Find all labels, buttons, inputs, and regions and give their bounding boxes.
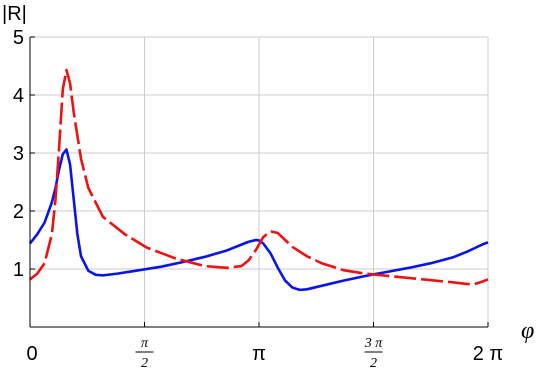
- x-tick-label: 0: [26, 343, 37, 365]
- y-tick-label: 1: [13, 259, 24, 281]
- y-tick-label: 2: [13, 201, 24, 223]
- y-tick-label: 5: [13, 27, 24, 49]
- y-tick-label: 3: [13, 143, 24, 165]
- x-tick-label: π: [252, 343, 266, 365]
- tick-group: 0 π 2 π 3 π 2 2 π 1 2 3 4 5: [13, 27, 503, 371]
- x-tick-label: 2 π: [473, 343, 503, 365]
- x-tick-label-denominator: 2: [370, 356, 377, 371]
- x-axis-title: φ: [521, 318, 534, 344]
- grid-lines: [30, 36, 489, 327]
- x-tick-label-numerator: π: [141, 336, 149, 351]
- series-line-dashed: [29, 68, 489, 286]
- y-tick-label: 4: [13, 85, 24, 107]
- y-axis-title: |R|: [2, 3, 27, 25]
- series-group: [28, 68, 489, 292]
- x-tick-label-denominator: 2: [141, 356, 148, 371]
- series-line-solid: [28, 148, 489, 292]
- x-tick-label-numerator: 3 π: [364, 336, 384, 351]
